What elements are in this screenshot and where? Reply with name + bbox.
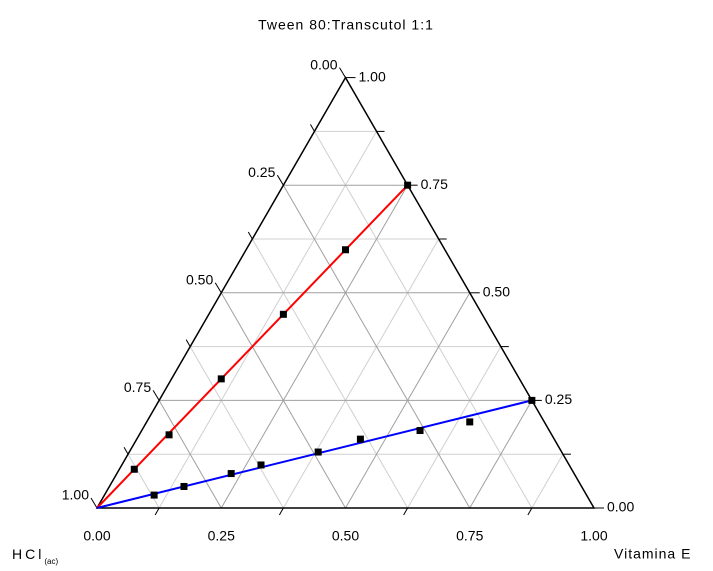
tick-mark [403, 507, 409, 516]
data-point [150, 491, 158, 499]
tick-mark [154, 507, 160, 516]
data-point [466, 418, 474, 426]
chart-title: Tween 80:Transcutol 1:1 [258, 17, 434, 33]
tick-mark [90, 497, 98, 509]
grid-line [314, 131, 533, 509]
tick-mark [278, 507, 284, 516]
grid-line [345, 292, 471, 509]
data-point [314, 448, 322, 456]
right-tick-label: 1.00 [359, 68, 386, 84]
axis-label-hcl: HCl(ac) [12, 546, 58, 566]
data-point [130, 465, 138, 473]
data-point [257, 461, 265, 469]
tick-mark [185, 339, 191, 347]
data-point [404, 181, 412, 189]
tick-mark [214, 282, 222, 294]
axis-label-vitamina-e: Vitamina E [614, 546, 691, 562]
grid-line [407, 346, 502, 509]
bottom-tick-label: 0.25 [208, 528, 235, 544]
right-tick-label: 0.25 [545, 391, 572, 407]
grid-line [158, 400, 222, 509]
data-point [165, 431, 173, 439]
grid-line [220, 184, 409, 509]
grid-line [251, 238, 409, 509]
left-tick-label: 0.25 [248, 164, 275, 180]
right-tick-label: 0.00 [607, 499, 634, 515]
data-point [279, 310, 287, 318]
data-point [180, 482, 188, 490]
tick-mark [123, 446, 129, 455]
tick-mark [276, 174, 284, 186]
bottom-tick-label: 1.00 [580, 528, 607, 544]
data-point [227, 470, 235, 478]
grid-line [282, 184, 471, 509]
tick-mark [527, 507, 533, 516]
series-line [96, 184, 409, 509]
axis-label-sub: (ac) [44, 557, 58, 566]
tick-mark [310, 124, 315, 132]
right-tick-label: 0.50 [483, 283, 510, 299]
data-point [342, 246, 349, 254]
bottom-tick-label: 0.00 [83, 528, 110, 544]
data-point [416, 427, 424, 435]
grid-line [531, 453, 564, 509]
grid-line [282, 238, 440, 509]
left-tick-label: 0.75 [124, 379, 151, 395]
series-line [96, 399, 533, 509]
tick-mark [152, 390, 160, 401]
right-tick-label: 0.75 [421, 176, 448, 192]
axis-label-main: HCl [12, 546, 44, 562]
grid-line [127, 453, 160, 509]
tick-mark [247, 231, 253, 240]
data-point [356, 435, 364, 443]
grid-line [220, 292, 346, 509]
left-tick-label: 1.00 [62, 487, 89, 503]
bottom-tick-label: 0.75 [456, 528, 483, 544]
grid-line [189, 346, 284, 509]
left-tick-label: 0.00 [310, 56, 337, 72]
grid-line [158, 131, 377, 509]
tick-mark [339, 67, 346, 78]
data-point [528, 396, 536, 404]
left-tick-label: 0.50 [186, 271, 213, 287]
data-point [217, 375, 225, 383]
grid-line [469, 400, 533, 509]
bottom-tick-label: 0.50 [332, 528, 359, 544]
